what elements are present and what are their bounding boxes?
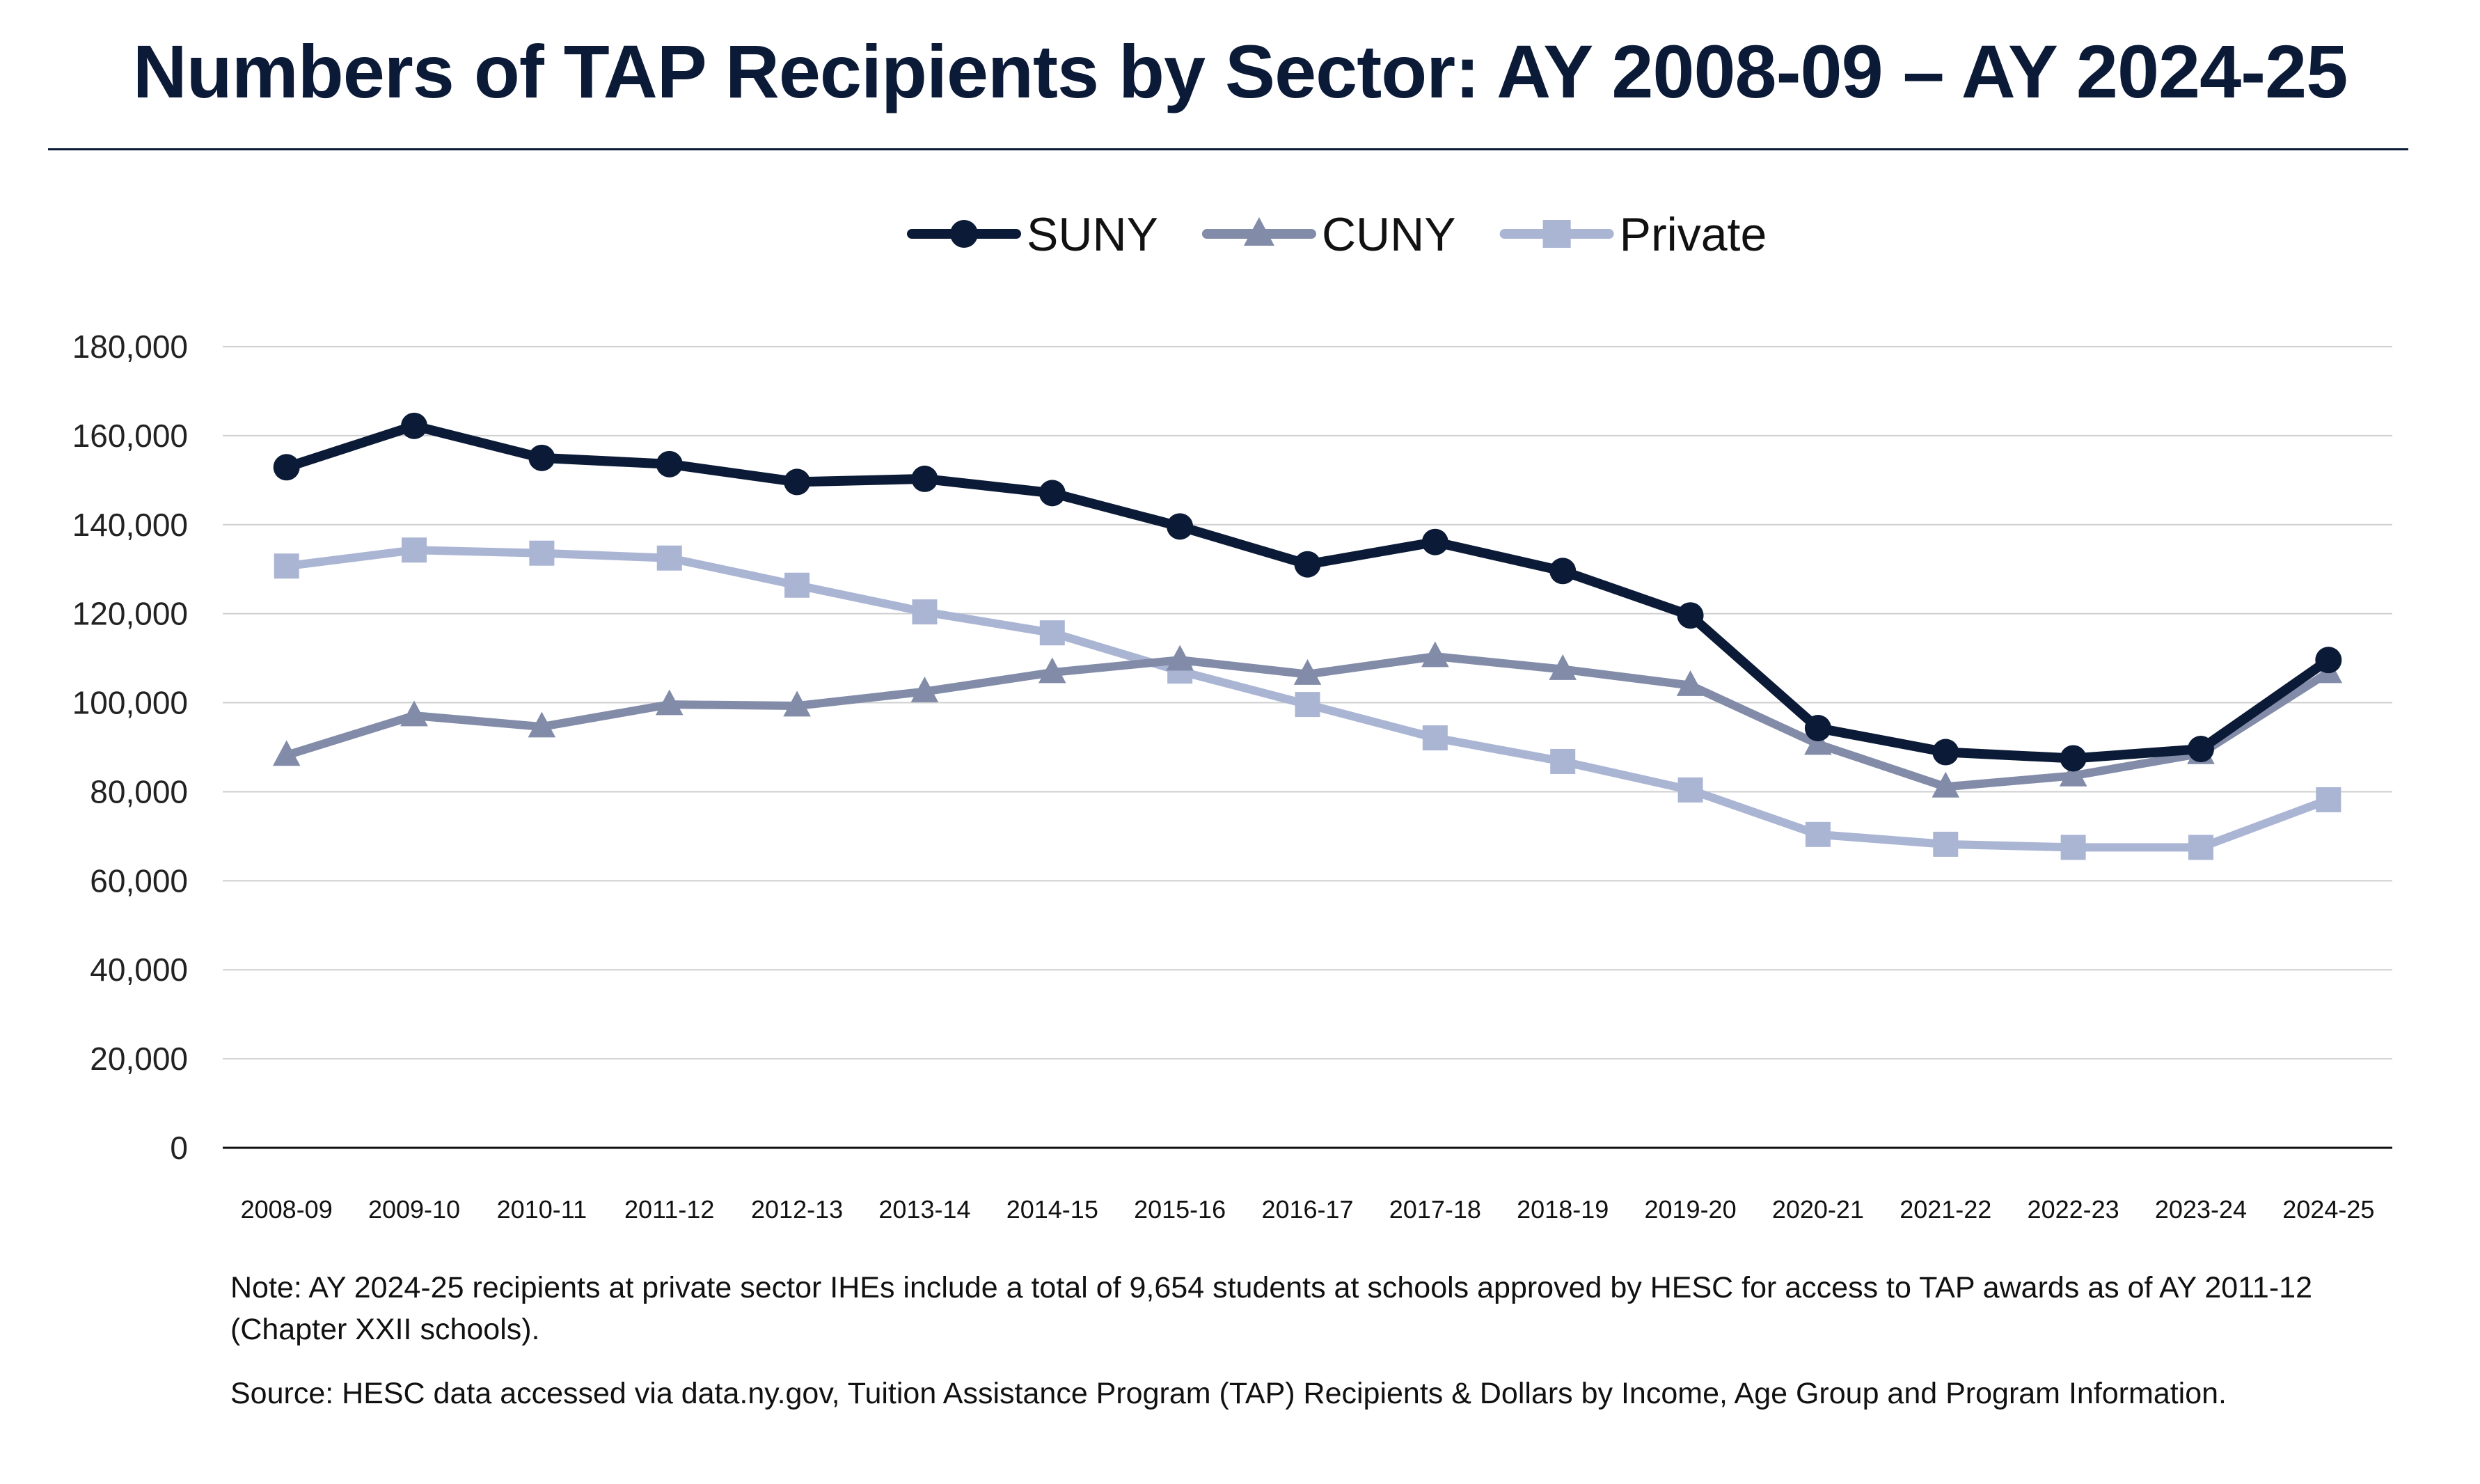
data-point-cuny bbox=[2059, 760, 2087, 787]
data-point-private bbox=[1295, 692, 1320, 718]
data-point-suny bbox=[1549, 558, 1577, 585]
x-tick-label: 2024-25 bbox=[2282, 1195, 2374, 1224]
data-point-private bbox=[2316, 787, 2341, 812]
data-point-suny bbox=[1932, 739, 1959, 766]
title-divider bbox=[48, 148, 2408, 150]
data-point-cuny bbox=[783, 690, 811, 717]
data-point-suny bbox=[273, 454, 300, 481]
x-tick-label: 2009-10 bbox=[368, 1195, 460, 1224]
y-tick-label: 20,000 bbox=[90, 1041, 188, 1077]
chart-title: Numbers of TAP Recipients by Sector: AY … bbox=[132, 29, 2348, 113]
x-tick-label: 2014-15 bbox=[1006, 1195, 1098, 1224]
data-point-suny bbox=[401, 412, 428, 439]
data-point-private bbox=[1805, 821, 1831, 847]
y-tick-label: 140,000 bbox=[72, 507, 188, 543]
x-tick-label: 2011-12 bbox=[624, 1195, 714, 1224]
data-point-cuny bbox=[528, 711, 556, 738]
x-tick-label: 2018-19 bbox=[1517, 1195, 1609, 1224]
data-point-suny bbox=[784, 468, 811, 496]
data-point-suny bbox=[2187, 736, 2214, 763]
data-point-cuny bbox=[1932, 771, 1960, 798]
x-tick-label: 2013-14 bbox=[878, 1195, 970, 1224]
data-point-cuny bbox=[1038, 657, 1066, 684]
data-point-suny bbox=[1677, 602, 1704, 629]
x-tick-label: 2020-21 bbox=[1772, 1195, 1864, 1224]
x-tick-label: 2010-11 bbox=[497, 1195, 587, 1224]
data-point-suny bbox=[2060, 745, 2087, 772]
data-point-cuny bbox=[1293, 659, 1322, 685]
data-point-cuny bbox=[910, 676, 939, 702]
data-point-private bbox=[1422, 725, 1448, 751]
legend-marker-suny bbox=[950, 220, 978, 248]
x-tick-label: 2008-09 bbox=[241, 1195, 333, 1224]
data-point-cuny bbox=[655, 689, 684, 716]
legend-label-suny: SUNY bbox=[1027, 208, 1158, 261]
data-point-cuny bbox=[1166, 645, 1194, 671]
data-point-private bbox=[656, 545, 682, 571]
x-tick-label: 2015-16 bbox=[1134, 1195, 1226, 1224]
x-tick-label: 2022-23 bbox=[2028, 1195, 2119, 1224]
data-point-suny bbox=[1294, 551, 1321, 578]
data-point-private bbox=[1933, 831, 1959, 857]
data-point-suny bbox=[656, 450, 683, 477]
data-point-cuny bbox=[1676, 670, 1705, 696]
data-point-suny bbox=[2315, 647, 2342, 674]
line-chart: 0 20,000 40,000 60,000 80,000 100,000 120,000 1… bbox=[72, 208, 2392, 1224]
x-tick-label: 2017-18 bbox=[1389, 1195, 1481, 1224]
legend-marker-cuny bbox=[1243, 217, 1274, 246]
y-tick-label: 80,000 bbox=[90, 773, 188, 810]
data-point-private bbox=[912, 599, 938, 625]
y-tick-label: 100,000 bbox=[72, 685, 188, 721]
data-point-private bbox=[1039, 620, 1065, 646]
data-point-private bbox=[1550, 748, 1576, 774]
y-tick-label: 120,000 bbox=[72, 596, 188, 632]
y-tick-label: 40,000 bbox=[90, 952, 188, 988]
y-tick-label: 0 bbox=[170, 1130, 188, 1166]
data-point-private bbox=[2060, 835, 2086, 860]
data-point-cuny bbox=[400, 700, 428, 727]
x-tick-label: 2012-13 bbox=[751, 1195, 843, 1224]
x-tick-label: 2016-17 bbox=[1261, 1195, 1353, 1224]
data-point-suny bbox=[1167, 513, 1194, 540]
chart-note: Note: AY 2024-25 recipients at private s… bbox=[230, 1271, 2312, 1346]
y-tick-label: 180,000 bbox=[72, 329, 188, 365]
legend-label-cuny: CUNY bbox=[1322, 208, 1456, 261]
data-point-suny bbox=[911, 465, 938, 492]
data-point-cuny bbox=[1804, 729, 1832, 755]
data-point-suny bbox=[1804, 715, 1831, 742]
x-tick-label: 2021-22 bbox=[1900, 1195, 1991, 1224]
legend-label-private: Private bbox=[1620, 208, 1767, 261]
y-tick-label: 60,000 bbox=[90, 862, 188, 899]
data-point-cuny bbox=[272, 740, 301, 766]
data-point-private bbox=[2188, 835, 2213, 860]
data-point-suny bbox=[528, 444, 555, 471]
legend-marker-private bbox=[1542, 220, 1571, 248]
x-tick-label: 2019-20 bbox=[1644, 1195, 1736, 1224]
x-tick-label: 2023-24 bbox=[2155, 1195, 2247, 1224]
data-point-private bbox=[402, 537, 427, 563]
data-point-suny bbox=[1421, 528, 1448, 555]
y-tick-label: 160,000 bbox=[72, 418, 188, 454]
data-point-private bbox=[1677, 777, 1703, 803]
data-point-private bbox=[274, 553, 299, 579]
data-point-private bbox=[784, 572, 810, 598]
data-point-cuny bbox=[1549, 654, 1577, 680]
data-point-private bbox=[529, 540, 555, 566]
chart-source: Source: HESC data accessed via data.ny.g… bbox=[230, 1377, 2227, 1410]
data-point-suny bbox=[1038, 480, 1066, 507]
data-point-cuny bbox=[1421, 641, 1449, 668]
